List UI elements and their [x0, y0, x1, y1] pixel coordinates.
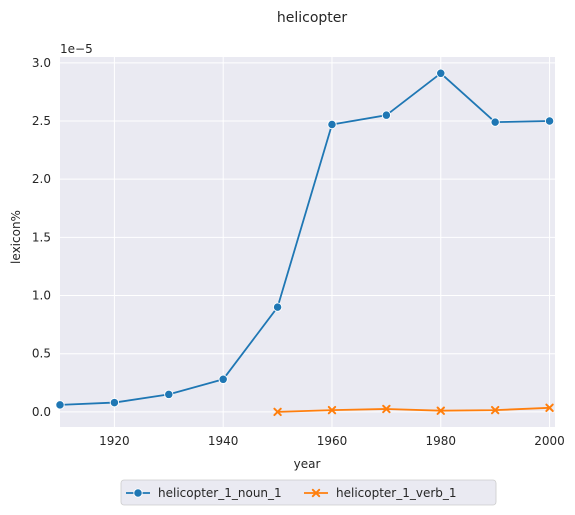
- data-point: [327, 405, 337, 415]
- series-line: [59, 72, 550, 406]
- legend: helicopter_1_noun_1 helicopter_1_verb_1: [120, 479, 497, 506]
- y-tick-label: 3.0: [32, 56, 51, 70]
- legend-label: helicopter_1_noun_1: [158, 486, 282, 500]
- data-point: [273, 407, 282, 417]
- x-tick-label: 1940: [208, 434, 239, 448]
- y-tick-label: 0.0: [32, 405, 51, 419]
- legend-entry: helicopter_1_verb_1: [304, 486, 457, 500]
- x-tick-label: 1980: [425, 434, 456, 448]
- data-point: [109, 397, 120, 408]
- data-point: [311, 488, 321, 498]
- series-helicopter_1_noun_1: [55, 68, 555, 410]
- data-point: [164, 389, 174, 400]
- data-point: [327, 119, 337, 130]
- data-point: [133, 488, 143, 498]
- y-tick-label: 2.5: [32, 114, 51, 128]
- data-point: [490, 405, 500, 415]
- data-point: [272, 302, 283, 312]
- y-tick-label: 1.5: [32, 230, 51, 244]
- legend-entry: helicopter_1_noun_1: [126, 486, 282, 500]
- y-axis-scale-label: 1e−5: [60, 42, 93, 56]
- data-point: [490, 117, 500, 127]
- data-point: [218, 374, 228, 384]
- legend-label: helicopter_1_verb_1: [336, 486, 457, 500]
- data-point: [436, 68, 446, 78]
- series-helicopter_1_verb_1: [273, 403, 554, 417]
- y-axis-ticks: 0.0 0.5 1.0 1.5 2.0 2.5 3.0: [32, 56, 51, 419]
- data-point: [436, 406, 445, 415]
- grid-lines: [60, 57, 555, 427]
- y-tick-label: 1.0: [32, 289, 51, 303]
- data-series: [55, 68, 555, 417]
- data-point: [544, 116, 555, 126]
- chart-title: helicopter: [277, 10, 348, 26]
- x-tick-label: 1960: [317, 434, 348, 448]
- x-tick-label: 1920: [99, 434, 130, 448]
- data-point: [382, 404, 391, 414]
- data-point: [55, 400, 65, 410]
- y-axis-label: lexicon%: [9, 210, 23, 264]
- data-point: [545, 403, 554, 413]
- y-tick-label: 2.0: [32, 172, 51, 186]
- plot-area: [60, 57, 555, 427]
- data-point: [381, 110, 392, 120]
- x-axis-label: year: [294, 457, 321, 471]
- series-line: [277, 406, 550, 413]
- x-axis-ticks: 1920 1940 1960 1980 2000: [99, 434, 565, 448]
- y-tick-label: 0.5: [32, 347, 51, 361]
- x-tick-label: 2000: [534, 434, 565, 448]
